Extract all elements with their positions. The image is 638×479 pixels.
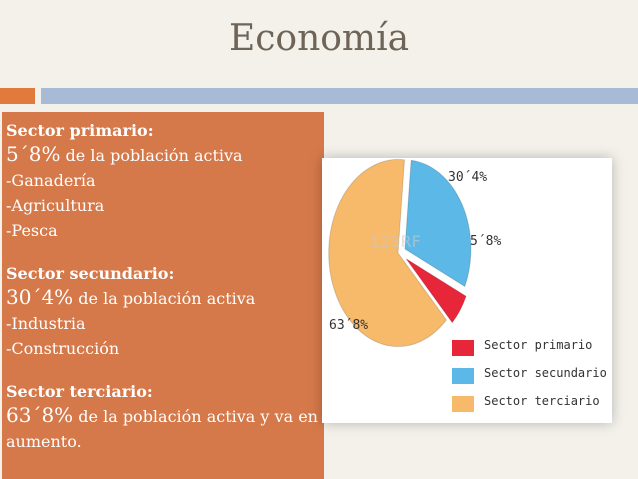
legend-label: Sector secundario	[484, 366, 607, 380]
pie-label-terciario: 63´8%	[329, 318, 369, 333]
sector-secundario-pct: 30´4%	[6, 285, 74, 309]
sector-primario-item: -Agricultura	[6, 196, 105, 215]
sector-primario-item: -Ganadería	[6, 171, 96, 190]
slide-title: Economía	[228, 18, 410, 59]
sector-secundario-pct-line: 30´4% de la población activa	[6, 285, 322, 311]
sector-primario-pct: 5´8%	[6, 142, 61, 166]
sector-primario-pct-text: de la población activa	[60, 146, 243, 165]
legend-swatch	[452, 340, 474, 356]
sector-terciario-pct: 63´8%	[6, 403, 74, 427]
sector-terciario-pct-text: de la población activa y va en	[73, 407, 318, 426]
title-rule-right	[41, 88, 638, 104]
legend-label: Sector terciario	[484, 394, 600, 408]
sector-secundario-pct-text: de la población activa	[73, 289, 256, 308]
sector-secundario-item: -Construcción	[6, 339, 120, 358]
legend-swatch	[452, 396, 474, 412]
pie-label-primario: 5´8%	[470, 234, 502, 249]
sector-primario-heading: Sector primario:	[6, 121, 154, 140]
title-rule-left	[0, 88, 35, 104]
pie-label-secundario: 30´4%	[448, 170, 488, 185]
sector-secundario-heading: Sector secundario:	[6, 264, 175, 283]
sector-terciario-heading: Sector terciario:	[6, 382, 153, 401]
sector-primario-pct-line: 5´8% de la población activa	[6, 142, 322, 168]
legend-swatch	[452, 368, 474, 384]
watermark: 123RF	[370, 232, 421, 251]
sector-terciario-line2: aumento.	[6, 432, 82, 451]
sector-terciario-pct-line: 63´8% de la población activa y va en	[6, 403, 322, 429]
sector-secundario-item: -Industria	[6, 314, 86, 333]
sectors-panel: Sector primario: 5´8% de la población ac…	[2, 112, 324, 479]
legend-label: Sector primario	[484, 338, 593, 352]
sector-primario-item: -Pesca	[6, 221, 58, 240]
